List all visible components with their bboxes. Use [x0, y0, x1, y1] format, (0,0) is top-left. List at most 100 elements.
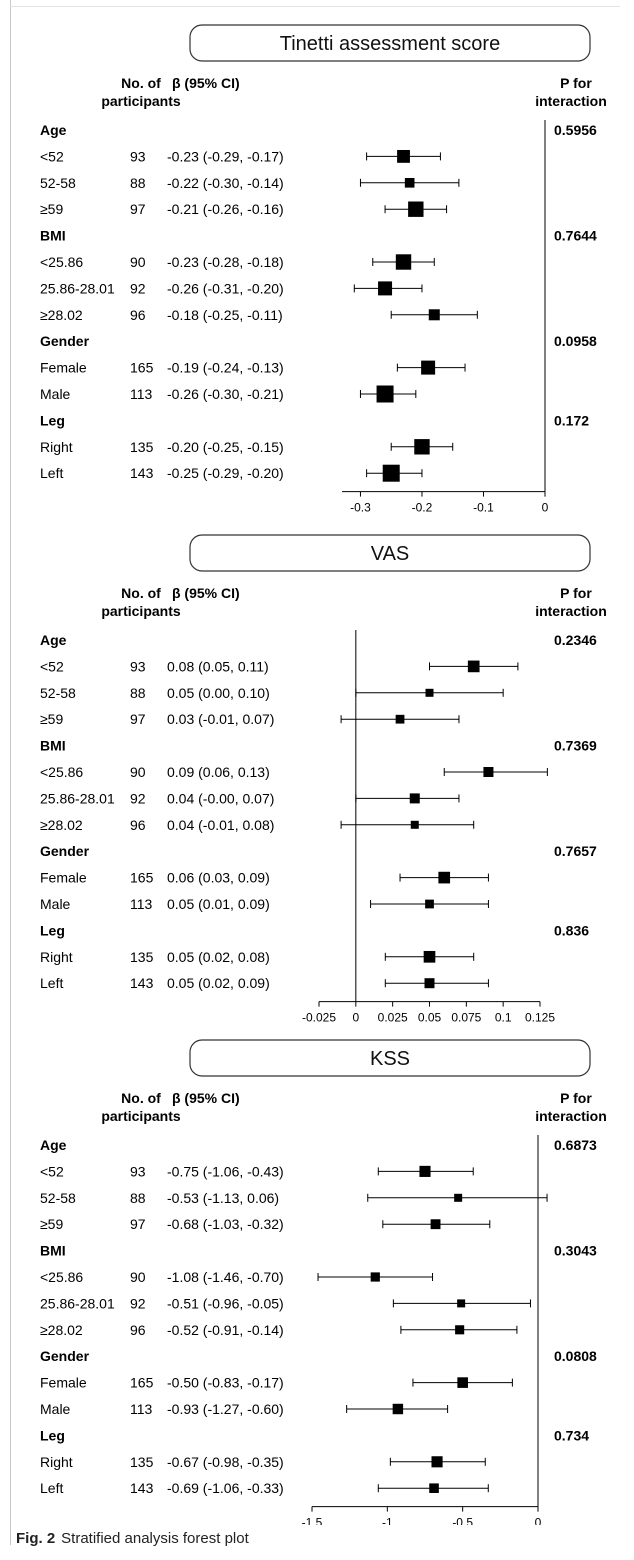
panel1-title-box [189, 24, 591, 62]
panel1-point-estimate [397, 149, 410, 163]
panel2-point-estimate [425, 899, 434, 909]
panel3-title: KSS [370, 1048, 410, 1070]
panel2-header-beta: β (95% CI) [172, 585, 240, 601]
panel2-row-label: 52-58 [40, 685, 76, 701]
panel3-group-p-value: 0.3043 [554, 1243, 597, 1259]
panel1-row-n: 92 [130, 280, 146, 296]
panel1-point-estimate [414, 439, 430, 455]
panel3-row-n: 88 [130, 1190, 146, 1206]
panel3-row-n: 165 [130, 1375, 154, 1391]
panel3-row-ci-text: -0.68 (-1.03, -0.32) [167, 1216, 284, 1232]
panel2-group-label: Leg [40, 922, 65, 938]
panel1-point-estimate [382, 464, 400, 482]
panel3-group-label: BMI [40, 1243, 66, 1259]
panel2-x-tick-label: 0.025 [378, 1011, 408, 1025]
panel2-point-estimate [425, 688, 434, 697]
panel2-group-label: BMI [40, 738, 66, 754]
panel3-header-p-line2: interaction [535, 1108, 607, 1124]
panel2-row-label: ≥28.02 [40, 817, 83, 833]
panel1-point-estimate [376, 385, 394, 403]
panel3-x-tick-label: 0 [535, 1516, 542, 1525]
panel2-row-label: <52 [40, 658, 64, 674]
panel1-group-label: BMI [40, 228, 66, 244]
panel2-row-n: 96 [130, 817, 146, 833]
panel2-row-label: Right [40, 949, 73, 965]
panel1-x-tick-label: -0.2 [412, 501, 433, 515]
panel3-row-label: Right [40, 1454, 73, 1470]
panel3-row-n: 92 [130, 1295, 146, 1311]
panel3-x-tick-label: -0.5 [452, 1516, 473, 1525]
panel2-row-n: 165 [130, 870, 154, 886]
panel3-point-estimate [429, 1483, 439, 1493]
panel3-title-box [189, 1039, 591, 1077]
panel3-row-n: 90 [130, 1269, 146, 1285]
panel2-x-tick-label: -0.025 [302, 1011, 336, 1025]
panel3-row-n: 135 [130, 1454, 154, 1470]
panel2-point-estimate [483, 767, 494, 777]
panel1-row-label: <52 [40, 148, 64, 164]
panel3-point-estimate [454, 1193, 463, 1202]
panel3-point-estimate [370, 1272, 380, 1282]
panel1-title: Tinetti assessment score [280, 33, 500, 55]
panel1-row-n: 88 [130, 175, 146, 191]
panel1-row-n: 113 [130, 386, 153, 402]
panel3-group-p-value: 0.734 [554, 1427, 589, 1443]
panel3-row-ci-text: -0.53 (-1.13, 0.06) [167, 1190, 279, 1206]
panel2-row-ci-text: 0.09 (0.06, 0.13) [167, 764, 270, 780]
panel3-x-tick-label: -1 [382, 1516, 393, 1525]
panel3-row-ci-text: -0.52 (-0.91, -0.14) [167, 1322, 284, 1338]
panel3-header-p-line1: P for [560, 1090, 592, 1106]
panel2-header-p-line2: interaction [535, 603, 607, 619]
panel2-row-label: Female [40, 870, 87, 886]
panel3-row-label: <25.86 [40, 1269, 83, 1285]
panel1-header-n-line1: No. of [121, 75, 161, 91]
panel2-x-tick-label: 0.05 [418, 1011, 442, 1025]
panel3-row-label: 25.86-28.01 [40, 1295, 115, 1311]
panel1-x-tick-label: -0.3 [350, 501, 371, 515]
panel1-row-label: Female [40, 360, 87, 376]
panel1-point-estimate [404, 177, 415, 188]
panel2-point-estimate [410, 820, 419, 829]
panel2-row-ci-text: 0.08 (0.05, 0.11) [167, 658, 269, 674]
panel3-row-n: 97 [130, 1216, 146, 1232]
panel3-row-n: 96 [130, 1322, 146, 1338]
panel3-point-estimate [431, 1456, 443, 1468]
figure-caption-text: Stratified analysis forest plot [61, 1530, 249, 1547]
panel1-row-label: ≥28.02 [40, 307, 83, 323]
panel1-header-n-line2: participants [101, 93, 181, 109]
panel3-row-ci-text: -0.50 (-0.83, -0.17) [167, 1375, 284, 1391]
panel1-row-ci-text: -0.20 (-0.25, -0.15) [167, 439, 284, 455]
panel3-row-ci-text: -0.93 (-1.27, -0.60) [167, 1401, 284, 1417]
panel1-row-ci-text: -0.26 (-0.30, -0.21) [167, 386, 284, 402]
panel1-row-n: 96 [130, 307, 146, 323]
panel2-point-estimate [423, 950, 436, 963]
panel2-row-ci-text: 0.03 (-0.01, 0.07) [167, 711, 274, 727]
panel3-row-n: 143 [130, 1480, 154, 1496]
panel2-header-n-line2: participants [101, 603, 181, 619]
panel3-point-estimate [457, 1299, 466, 1308]
panel1-row-label: ≥59 [40, 201, 63, 217]
figure-caption: Fig. 2 Stratified analysis forest plot [16, 1530, 249, 1547]
panel2-row-label: <25.86 [40, 764, 83, 780]
panel1-row-label: 52-58 [40, 175, 76, 191]
panel1-row-label: Right [40, 439, 73, 455]
figure-frame-left [10, 0, 11, 1545]
panel1-row-ci-text: -0.26 (-0.31, -0.20) [167, 280, 284, 296]
panel3-point-estimate [457, 1377, 468, 1388]
panel2-x-tick-label: 0 [352, 1011, 359, 1025]
panel3-row-ci-text: -1.08 (-1.46, -0.70) [167, 1269, 284, 1285]
panel1-point-estimate [428, 309, 440, 321]
panel1-row-n: 143 [130, 465, 154, 481]
panel3-row-ci-text: -0.51 (-0.96, -0.05) [167, 1295, 284, 1311]
panel3-row-label: Left [40, 1480, 63, 1496]
panel1-point-estimate [378, 281, 393, 296]
panel1-header-p-line2: interaction [535, 93, 607, 109]
panel1-row-n: 90 [130, 254, 146, 270]
panel2-x-tick-label: 0.1 [495, 1011, 512, 1025]
panel3-group-p-value: 0.6873 [554, 1137, 597, 1153]
panel2-header-p-line1: P for [560, 585, 592, 601]
panel2-row-label: 25.86-28.01 [40, 790, 115, 806]
panel3-group-label: Gender [40, 1348, 90, 1364]
panel1-row-ci-text: -0.18 (-0.25, -0.11) [167, 307, 283, 323]
panel2-point-estimate [424, 978, 435, 989]
